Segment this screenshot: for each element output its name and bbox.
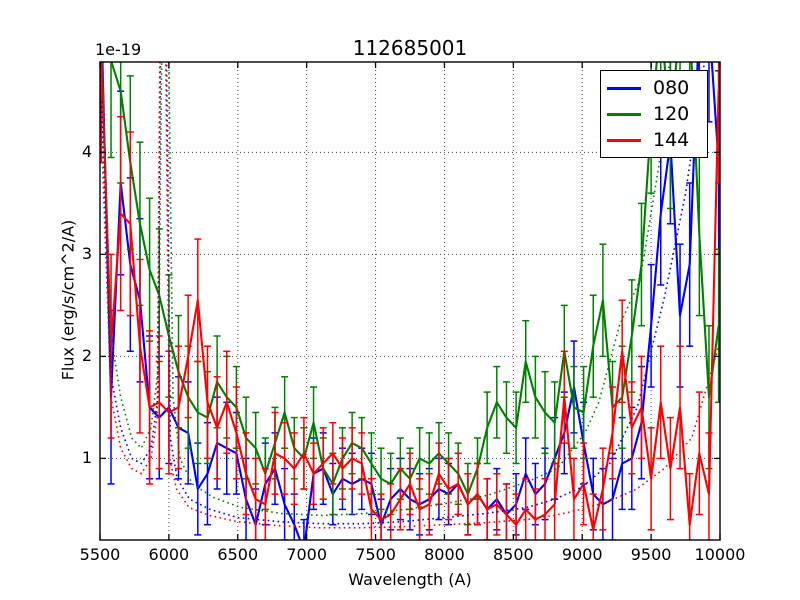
legend-entry-080: 080	[607, 76, 701, 99]
y-tick-label: 1	[81, 448, 92, 468]
x-tick-label: 8500	[492, 545, 534, 564]
x-tick-label: 9500	[630, 545, 672, 564]
noise-line-080-noise	[100, 62, 706, 525]
x-axis-label: Wavelength (A)	[348, 570, 472, 589]
legend-box: 080 120 144	[600, 70, 708, 158]
chart-title: 112685001	[352, 36, 468, 60]
legend-label: 144	[653, 128, 690, 151]
legend-label: 120	[653, 102, 690, 125]
x-tick-label: 6000	[148, 545, 190, 564]
legend-line-blue	[607, 86, 641, 90]
legend-entry-120: 120	[607, 102, 701, 125]
x-tick-label: 5500	[79, 545, 121, 564]
spectrum-line-144	[100, 62, 720, 531]
axes-frame	[99, 61, 721, 541]
legend-line-red	[607, 138, 641, 142]
legend-label: 080	[653, 76, 690, 99]
y-tick-label: 3	[81, 244, 92, 264]
x-tick-label: 7000	[286, 545, 328, 564]
x-tick-label: 10000	[694, 545, 746, 564]
y-axis-offset-label: 1e-19	[95, 40, 142, 59]
noise-line-144-noise	[100, 62, 720, 529]
y-tick-label: 4	[81, 142, 92, 162]
x-tick-label: 6500	[217, 545, 259, 564]
x-tick-label: 9000	[561, 545, 603, 564]
legend-line-green	[607, 112, 641, 116]
x-tick-label: 7500	[355, 545, 396, 564]
data-area	[100, 62, 720, 540]
noise-line-120-noise	[100, 62, 671, 517]
legend-entry-144: 144	[607, 128, 701, 151]
y-tick-label: 2	[81, 346, 92, 366]
x-tick-label: 8000	[424, 545, 465, 564]
